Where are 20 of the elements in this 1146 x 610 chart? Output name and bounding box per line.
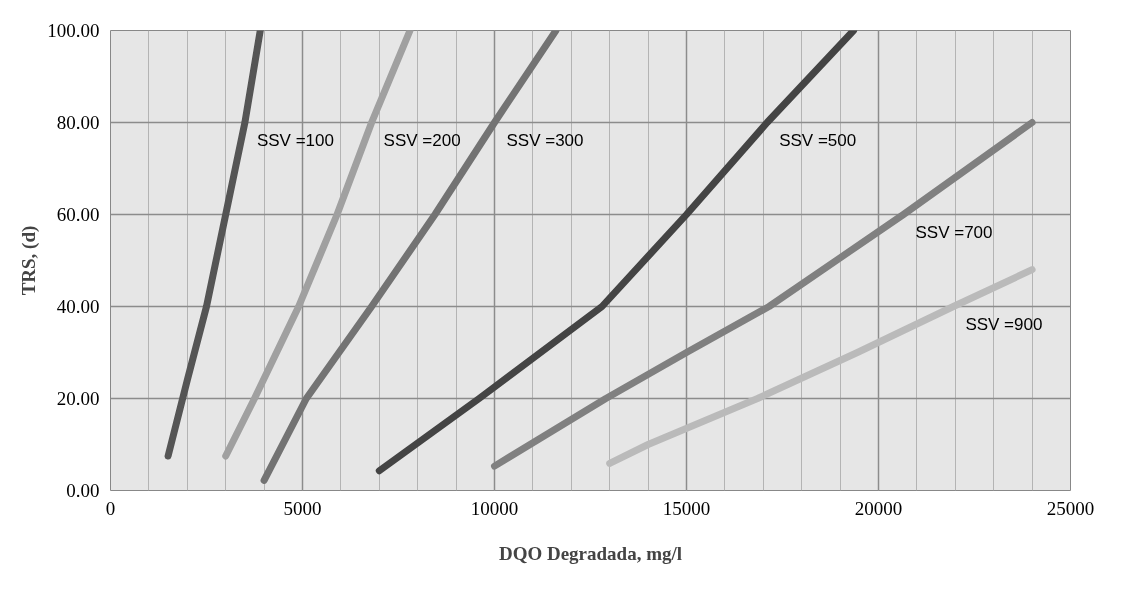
x-tick-label: 20000 [854,497,903,519]
y-tick-label: 80.00 [56,112,100,133]
y-tick-label: 40.00 [56,296,100,317]
x-tick-label: 15000 [662,497,711,519]
x-axis-title: DQO Degradada, mg/l [498,542,683,564]
x-tick-label: 0 [105,497,116,519]
y-tick-label: 0.00 [66,480,100,501]
y-axis-title: TRS, (d) [18,225,41,296]
x-tick-label: 10000 [470,497,519,519]
series-label: SSV =500 [779,130,857,150]
series-label: SSV =100 [256,130,334,150]
x-tick-label: 25000 [1046,497,1095,519]
series-label: SSV =900 [965,314,1043,334]
x-tick-label: 5000 [283,497,322,519]
y-tick-label: 60.00 [56,204,100,225]
series-label: SSV =200 [383,130,461,150]
series-label: SSV =300 [506,130,584,150]
y-tick-label: 20.00 [56,388,100,409]
y-tick-label: 100.00 [47,20,100,41]
series-label: SSV =700 [915,222,993,242]
